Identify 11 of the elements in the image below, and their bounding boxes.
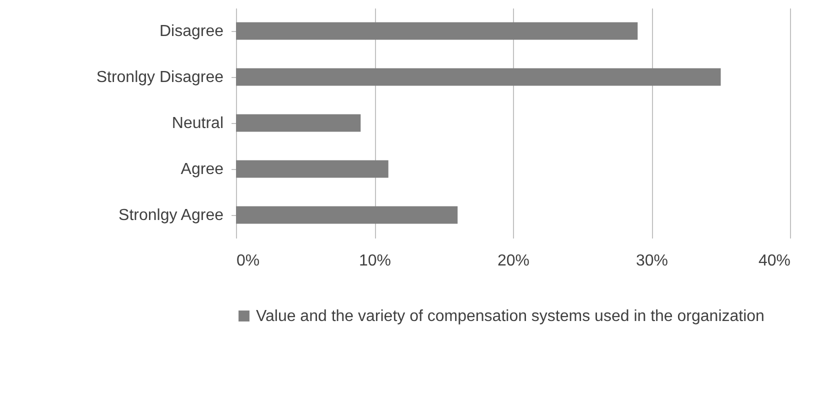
- y-tick-label: Agree: [180, 161, 224, 178]
- y-tick-label: Neutral: [172, 115, 224, 132]
- y-tick-label: Disagree: [159, 23, 224, 40]
- y-tick-label: Stronlgy Agree: [118, 207, 224, 224]
- x-tick-label: 30%: [636, 252, 668, 270]
- x-tick-label: 20%: [497, 252, 530, 270]
- y-tick-label: Stronlgy Disagree: [96, 69, 224, 86]
- x-tick-label: 40%: [758, 252, 790, 270]
- x-tick-label: 0%: [236, 252, 260, 270]
- x-tick-label: 10%: [358, 252, 392, 270]
- legend-label: Value and the variety of compensation systems used in the organization: [256, 308, 764, 325]
